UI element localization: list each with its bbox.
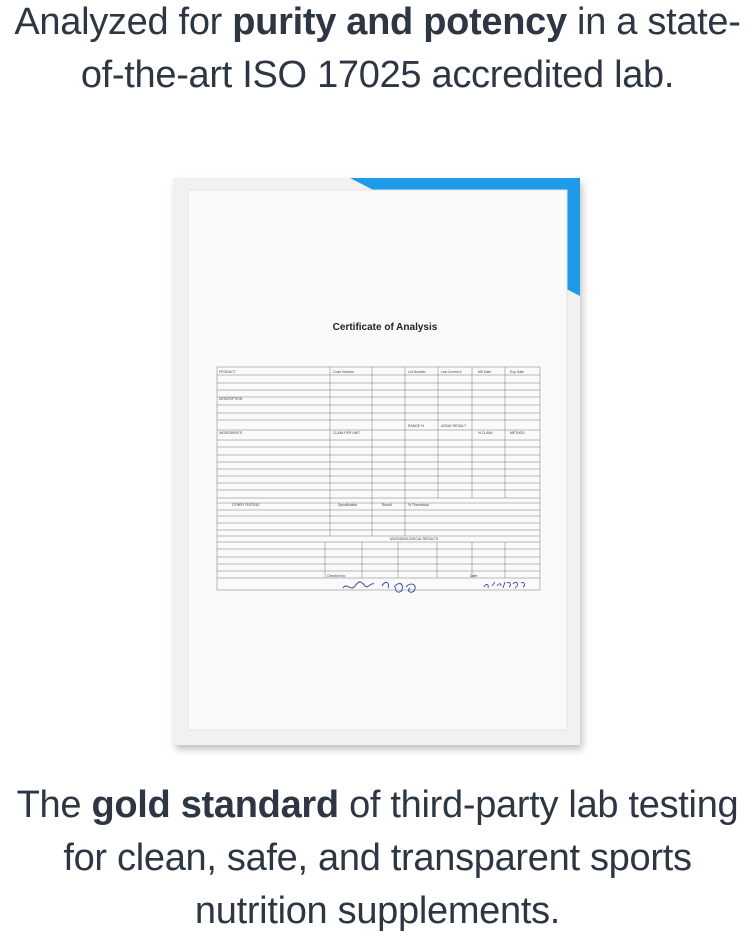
table-label: CLAIM PER UNIT — [333, 431, 360, 435]
table-label: Code Number — [333, 370, 355, 374]
table-label: MICROBIOLOGICAL RESULTS — [390, 537, 439, 541]
analysis-table — [216, 366, 541, 591]
table-label: METHOD — [510, 431, 525, 435]
table-label: % Theoretical — [408, 503, 429, 507]
headline: Analyzed for purity and potency in a sta… — [0, 0, 755, 102]
paper — [187, 189, 568, 731]
table-label: % CLAIM — [478, 431, 492, 435]
table-label: INGREDIENTS — [219, 431, 243, 435]
text: Analyzed for — [14, 1, 233, 43]
text: in a state-of-the-art ISO 17025 accredit… — [80, 1, 741, 96]
table-label: Lab Control # — [441, 370, 461, 374]
document-title: Certificate of Analysis — [333, 322, 438, 333]
table-label: PRODUCT — [219, 370, 236, 374]
table-label: DESCRIPTION — [219, 397, 243, 401]
bold-text: gold standard — [91, 784, 339, 826]
table-label: ASSAY RESULT — [441, 424, 466, 428]
handwritten-date — [483, 581, 525, 589]
text: of third-party lab testing for clean, sa… — [63, 784, 739, 932]
table-label: Result — [382, 503, 392, 507]
text: The — [16, 784, 92, 826]
bold-text: purity and potency — [232, 1, 567, 43]
tagline: The gold standard of third-party lab tes… — [0, 779, 755, 938]
table-label: Specification — [338, 503, 357, 507]
table-label: Mfr Date — [478, 370, 491, 374]
table-label: Lot Number — [408, 370, 427, 374]
table-label: RANGE % — [408, 424, 424, 428]
table-label: Exp Date — [510, 370, 524, 374]
table-label: OTHER TESTING — [232, 503, 260, 507]
signature — [342, 581, 416, 593]
table-label: Checked by: — [327, 574, 346, 578]
table-label: Date: — [470, 574, 478, 578]
certificate-image: Certificate of Analysis PRODUCT Code Numb… — [173, 178, 582, 749]
